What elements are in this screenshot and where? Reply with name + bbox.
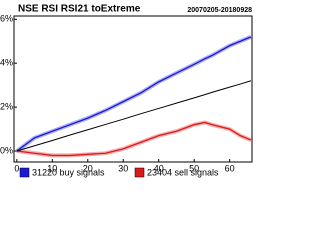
- series-line: [16, 121, 252, 157]
- y-tick-label: 2%: [0, 101, 13, 111]
- y-tick-label: 4%: [0, 58, 13, 68]
- x-tick-label: 20: [83, 163, 93, 173]
- legend-swatch: [134, 167, 145, 178]
- x-tick-label: 40: [154, 163, 164, 173]
- chart-title: NSE RSI RSI21 toExtreme: [18, 4, 141, 15]
- legend-swatch: [19, 167, 30, 178]
- plot-frame: [13, 15, 253, 163]
- y-tick-label: 0%: [0, 145, 13, 155]
- x-tick-label: 0: [14, 163, 19, 173]
- chart-subtitle: 20070205-20180928: [187, 7, 252, 14]
- series-line: [16, 80, 252, 152]
- series-line: [16, 36, 252, 152]
- x-tick-label: 50: [189, 163, 199, 173]
- x-tick-label: 60: [225, 163, 235, 173]
- legend-label: 31220 buy signals: [32, 167, 105, 177]
- legend-label: 23404 sell signals: [147, 167, 219, 177]
- x-tick-label: 10: [47, 163, 57, 173]
- chart: NSE RSI RSI21 toExtreme 20070205-2018092…: [0, 4, 253, 178]
- x-tick-label: 30: [118, 163, 128, 173]
- y-tick-label: 6%: [0, 14, 13, 24]
